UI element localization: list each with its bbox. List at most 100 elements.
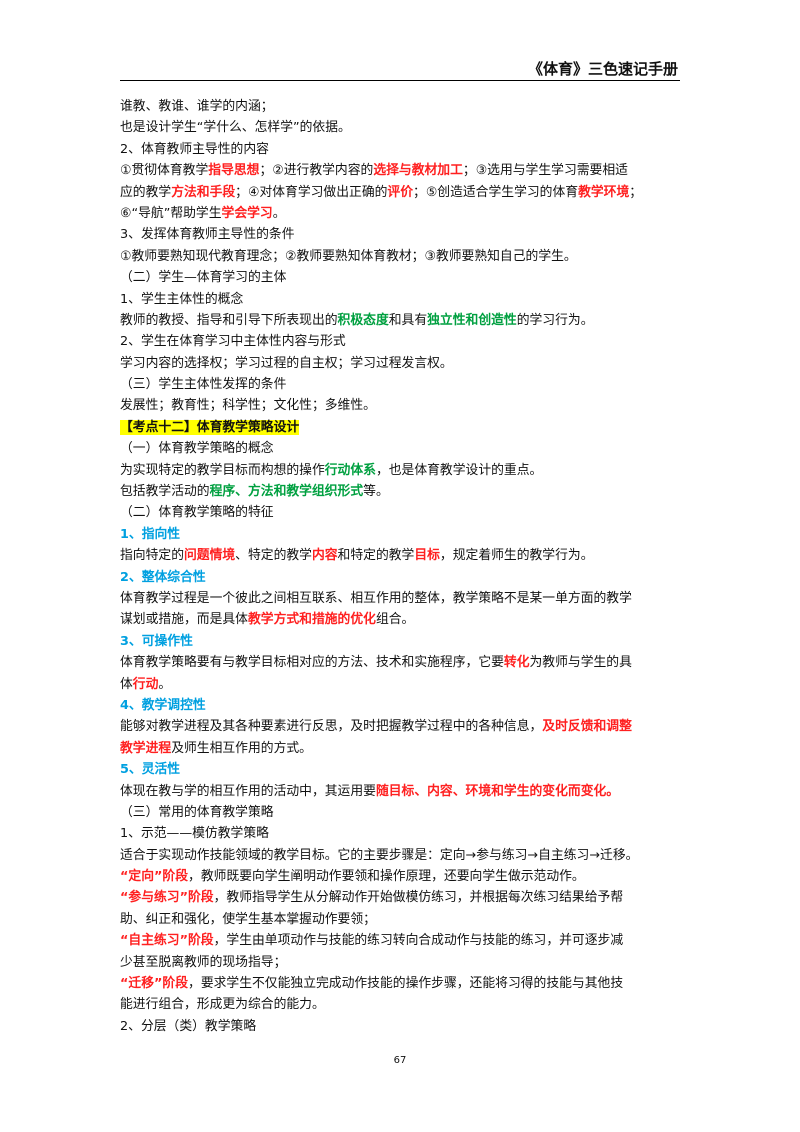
text-segment: 。 (272, 205, 286, 221)
text-segment: 能进行组合，形成更为综合的能力。 (120, 997, 325, 1013)
section-heading: 3、可操作性 (120, 633, 193, 649)
emphasis-text: 选择与教材加工 (373, 163, 463, 179)
text-line: 能进行组合，形成更为综合的能力。 (120, 994, 680, 1015)
text-segment: 适合于实现动作技能领域的教学目标。它的主要步骤是：定向→参与练习→自主练习→迁移… (120, 847, 639, 863)
emphasis-text: 教学环境 (578, 184, 630, 200)
text-line: 教学进程及师生相互作用的方式。 (120, 738, 680, 759)
text-segment: 、特定的教学 (235, 548, 312, 564)
text-segment: 少甚至脱离教师的现场指导； (120, 954, 287, 970)
text-segment: 1、示范——模仿教学策略 (120, 826, 269, 842)
text-segment: ，教师既要向学生阐明动作要领和操作原理，还要向学生做示范动作。 (188, 869, 585, 885)
text-line: “参与练习”阶段，教师指导学生从分解动作开始做模仿练习，并根据每次练习结果给予帮 (120, 887, 680, 908)
text-line: （二）体育教学策略的特征 (120, 502, 680, 523)
text-line: “自主练习”阶段，学生由单项动作与技能的练习转向合成动作与技能的练习，并可逐步减 (120, 930, 680, 951)
text-line: ⑥“导航”帮助学生学会学习。 (120, 203, 680, 224)
emphasis-text: 教学进程 (120, 740, 172, 756)
text-segment: 及师生相互作用的方式。 (171, 740, 312, 756)
text-segment: ，也是体育教学设计的重点。 (375, 462, 543, 478)
emphasis-text: 指导思想 (208, 163, 260, 179)
header-title: 《体育》三色速记手册 (527, 60, 678, 78)
emphasis-text: 独立性和创造性 (427, 312, 517, 328)
text-segment: 。 (158, 676, 172, 692)
text-segment: 等。 (363, 484, 389, 500)
text-segment: 谋划或措施，而是具体 (120, 612, 248, 628)
emphasis-text: 评价 (387, 184, 414, 200)
text-segment: 体 (120, 676, 133, 692)
text-segment: 的学习行为。 (516, 312, 594, 328)
text-line: 4、教学调控性 (120, 695, 680, 716)
text-segment: 助、纠正和强化，使学生基本掌握动作要领； (120, 911, 376, 927)
text-line: 谋划或措施，而是具体教学方式和措施的优化组合。 (120, 609, 680, 630)
emphasis-text: 教学方式和措施的优化 (247, 612, 376, 628)
text-segment: 体育教学策略要有与教学目标相对应的方法、技术和实施程序，它要 (120, 655, 504, 671)
emphasis-text: 问题情境 (183, 548, 236, 564)
emphasis-text: 转化 (503, 655, 530, 671)
section-heading: 4、教学调控性 (120, 697, 206, 713)
text-segment: 谁教、教谁、谁学的内涵； (120, 99, 274, 114)
text-segment: 1、学生主体性的概念 (120, 291, 244, 307)
text-segment: （三）学生主体性发挥的条件 (120, 377, 287, 393)
text-line: 指向特定的问题情境、特定的教学内容和特定的教学目标，规定着师生的教学行为。 (120, 545, 680, 566)
text-segment: 发展性；教育性；科学性；文化性；多维性。 (120, 398, 376, 414)
emphasis-text: 学会学习 (221, 205, 273, 221)
emphasis-text: “迁移”阶段 (120, 976, 189, 992)
emphasis-text: 行动体系 (324, 462, 376, 478)
text-line: 包括教学活动的程序、方法和教学组织形式等。 (120, 481, 680, 502)
text-segment: ； (629, 184, 643, 200)
text-segment: 能够对教学进程及其各种要素进行反思，及时把握教学过程中的各种信息， (120, 719, 543, 735)
text-segment: ①教师要熟知现代教育理念；②教师要熟知体育教材；③教师要熟知自己的学生。 (120, 248, 577, 264)
text-segment: ；③选用与学生学习需要相适 (462, 163, 628, 179)
text-segment: 包括教学活动的 (120, 484, 210, 500)
emphasis-text: 随目标、内容、环境和学生的变化而变化。 (375, 783, 620, 799)
text-segment: 指向特定的 (120, 548, 184, 564)
text-segment: （三）常用的体育教学策略 (120, 804, 274, 820)
page-number: 67 (393, 1055, 407, 1066)
text-line: 1、学生主体性的概念 (120, 289, 680, 310)
text-line: 也是设计学生“学什么、怎样学”的依据。 (120, 117, 680, 138)
text-segment: ；②进行教学内容的 (259, 163, 374, 179)
text-segment: 和特定的教学 (337, 548, 415, 564)
header-divider (120, 80, 680, 81)
text-segment: 体育教学过程是一个彼此之间相互联系、相互作用的整体，教学策略不是某一单方面的教学 (120, 590, 632, 606)
emphasis-text: “自主练习”阶段 (120, 933, 214, 949)
section-heading: 2、整体综合性 (120, 569, 206, 585)
text-line: 2、体育教师主导性的内容 (120, 139, 680, 160)
text-line: 2、学生在体育学习中主体性内容与形式 (120, 331, 680, 352)
text-segment: ⑥“导航”帮助学生 (120, 205, 222, 221)
text-line: 【考点十二】体育教学策略设计 (120, 417, 680, 438)
text-segment: 2、体育教师主导性的内容 (120, 141, 269, 157)
text-segment: ，规定着师生的教学行为。 (439, 548, 594, 564)
text-segment: ，学生由单项动作与技能的练习转向合成动作与技能的练习，并可逐步减 (213, 933, 624, 949)
text-line: “定向”阶段，教师既要向学生阐明动作要领和操作原理，还要向学生做示范动作。 (120, 866, 680, 887)
text-line: 1、示范——模仿教学策略 (120, 823, 680, 844)
emphasis-text: 积极态度 (337, 312, 389, 328)
text-line: 体行动。 (120, 674, 680, 695)
text-segment: 3、发挥体育教师主导性的条件 (120, 227, 295, 243)
text-line: （三）学生主体性发挥的条件 (120, 374, 680, 395)
emphasis-text: 目标 (414, 548, 440, 564)
emphasis-text: “参与练习”阶段 (120, 890, 214, 906)
text-line: ①教师要熟知现代教育理念；②教师要熟知体育教材；③教师要熟知自己的学生。 (120, 246, 680, 267)
text-line: 体育教学策略要有与教学目标相对应的方法、技术和实施程序，它要转化为教师与学生的具 (120, 652, 680, 673)
text-line: （二）学生—体育学习的主体 (120, 267, 680, 288)
text-segment: 教师的教授、指导和引导下所表现出的 (120, 312, 338, 328)
text-segment: 和具有 (388, 312, 428, 328)
text-line: 2、分层（类）教学策略 (120, 1016, 680, 1037)
text-line: （一）体育教学策略的概念 (120, 438, 680, 459)
text-line: 应的教学方法和手段；④对体育学习做出正确的评价；⑤创造适合学生学习的体育教学环境… (120, 182, 680, 203)
text-line: 5、灵活性 (120, 759, 680, 780)
text-line: 3、发挥体育教师主导性的条件 (120, 224, 680, 245)
text-segment: 2、学生在体育学习中主体性内容与形式 (120, 334, 346, 350)
text-line: 学习内容的选择权；学习过程的自主权；学习过程发言权。 (120, 353, 680, 374)
text-line: 2、整体综合性 (120, 567, 680, 588)
text-line: 体育教学过程是一个彼此之间相互联系、相互作用的整体，教学策略不是某一单方面的教学 (120, 588, 680, 609)
document-body: 谁教、教谁、谁学的内涵； 也是设计学生“学什么、怎样学”的依据。 2、体育教师主导性… (120, 96, 680, 1037)
section-heading: 1、指向性 (120, 526, 181, 542)
text-line: 适合于实现动作技能领域的教学目标。它的主要步骤是：定向→参与练习→自主练习→迁移… (120, 845, 680, 866)
text-line: 发展性；教育性；科学性；文化性；多维性。 (120, 395, 680, 416)
emphasis-text: 方法和手段 (171, 184, 236, 200)
text-line: 1、指向性 (120, 524, 680, 545)
text-segment: ；⑤创造适合学生学习的体育 (413, 184, 579, 200)
emphasis-text: 行动 (132, 676, 159, 692)
emphasis-text: 程序、方法和教学组织形式 (209, 484, 364, 500)
